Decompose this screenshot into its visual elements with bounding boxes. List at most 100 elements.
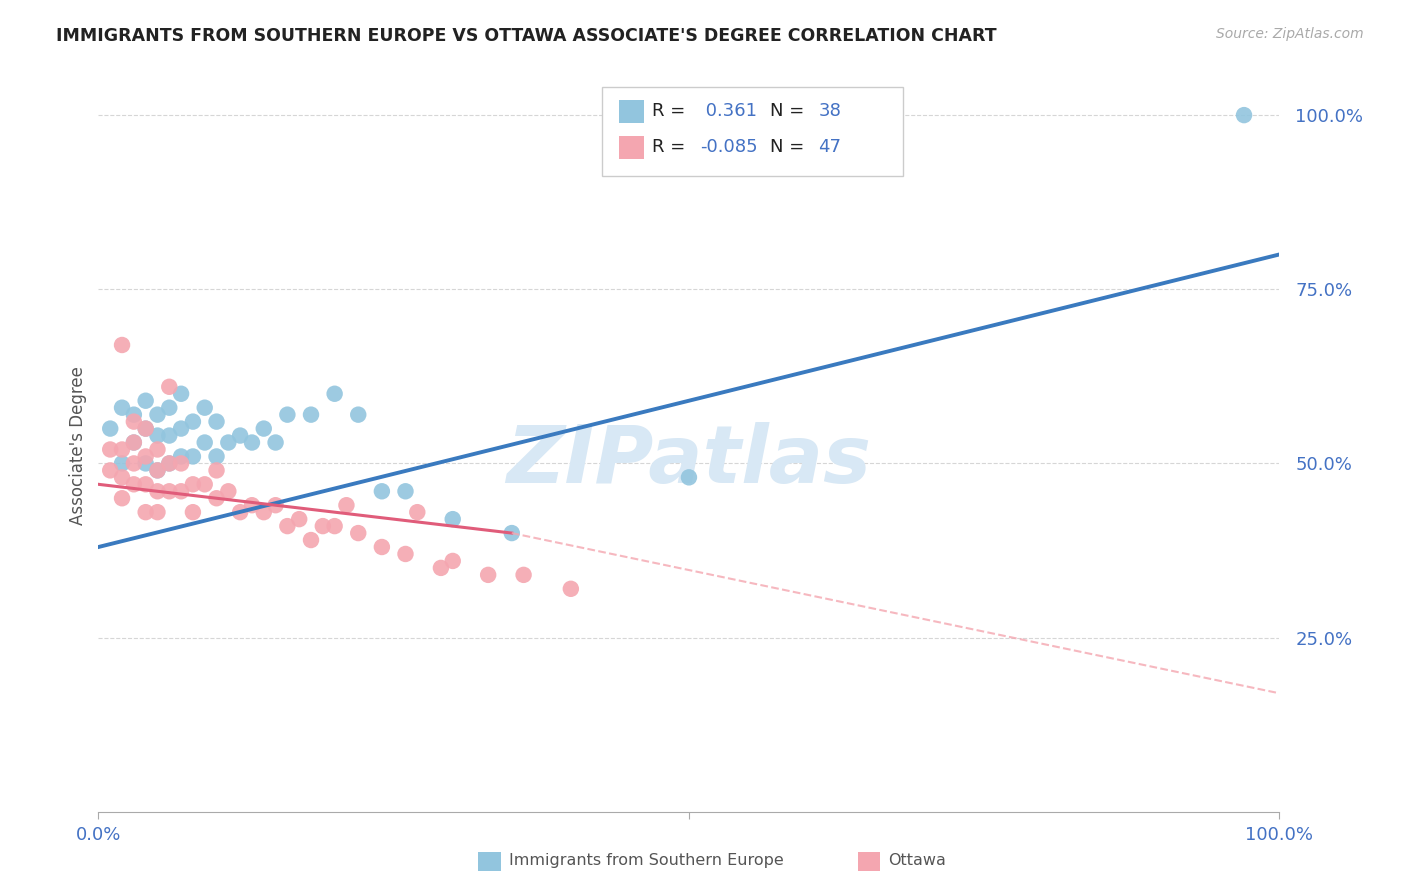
Point: [253, 421, 276, 435]
Point: [135, 457, 157, 471]
Point: [217, 435, 239, 450]
Point: [98, 442, 121, 457]
Point: [371, 540, 394, 554]
Point: [157, 457, 180, 471]
Point: [135, 393, 157, 408]
Point: [501, 526, 523, 541]
Point: [194, 435, 217, 450]
Point: [111, 470, 134, 484]
Text: 38: 38: [818, 103, 841, 120]
Point: [170, 386, 193, 401]
Point: [371, 484, 394, 499]
Point: [229, 505, 252, 519]
Point: [299, 408, 322, 422]
Point: [1233, 108, 1256, 122]
Point: [299, 533, 322, 547]
Point: [111, 401, 134, 415]
Point: [122, 457, 145, 471]
Point: [111, 457, 134, 471]
Point: [181, 450, 204, 464]
Point: [157, 380, 180, 394]
Point: [264, 498, 287, 512]
Y-axis label: Associate's Degree: Associate's Degree: [69, 367, 87, 525]
Point: [111, 491, 134, 506]
Point: [157, 401, 180, 415]
Point: [205, 463, 228, 477]
Point: [181, 477, 204, 491]
Point: [477, 567, 499, 582]
Point: [122, 477, 145, 491]
Point: [205, 491, 228, 506]
Text: 47: 47: [818, 138, 841, 156]
Point: [394, 547, 416, 561]
Point: [394, 484, 416, 499]
Point: [135, 450, 157, 464]
Point: [205, 450, 228, 464]
Point: [170, 484, 193, 499]
Text: ZIPatlas: ZIPatlas: [506, 422, 872, 500]
Point: [122, 435, 145, 450]
Point: [170, 457, 193, 471]
Point: [430, 561, 453, 575]
Point: [194, 477, 217, 491]
Point: [323, 519, 346, 533]
Point: [146, 408, 169, 422]
Point: [98, 421, 121, 435]
Point: [347, 408, 370, 422]
Point: [181, 415, 204, 429]
Point: [240, 498, 263, 512]
Point: [170, 450, 193, 464]
Text: R =: R =: [652, 138, 686, 156]
Point: [157, 484, 180, 499]
Point: [98, 463, 121, 477]
Point: [406, 505, 429, 519]
Point: [264, 435, 287, 450]
Point: [146, 463, 169, 477]
Point: [205, 415, 228, 429]
Point: [146, 505, 169, 519]
Point: [122, 415, 145, 429]
Point: [146, 484, 169, 499]
Point: [441, 554, 464, 568]
Point: [678, 470, 700, 484]
Point: [194, 401, 217, 415]
Point: [135, 421, 157, 435]
Point: [323, 386, 346, 401]
Point: [146, 463, 169, 477]
Point: [111, 338, 134, 352]
Point: [441, 512, 464, 526]
Text: Immigrants from Southern Europe: Immigrants from Southern Europe: [509, 854, 783, 868]
Point: [312, 519, 335, 533]
Point: [170, 421, 193, 435]
Point: [135, 505, 157, 519]
Point: [157, 457, 180, 471]
Text: Ottawa: Ottawa: [889, 854, 946, 868]
Point: [288, 512, 311, 526]
Point: [347, 526, 370, 541]
Point: [146, 428, 169, 442]
Point: [135, 421, 157, 435]
Point: [135, 477, 157, 491]
Point: [560, 582, 582, 596]
Text: N =: N =: [770, 138, 804, 156]
Point: [276, 408, 298, 422]
Point: [240, 435, 263, 450]
Point: [181, 505, 204, 519]
Point: [335, 498, 357, 512]
Point: [111, 442, 134, 457]
Text: R =: R =: [652, 103, 686, 120]
Point: [122, 408, 145, 422]
Point: [276, 519, 298, 533]
Text: IMMIGRANTS FROM SOUTHERN EUROPE VS OTTAWA ASSOCIATE'S DEGREE CORRELATION CHART: IMMIGRANTS FROM SOUTHERN EUROPE VS OTTAW…: [56, 27, 997, 45]
Point: [217, 484, 239, 499]
Point: [512, 567, 534, 582]
Point: [146, 442, 169, 457]
Text: -0.085: -0.085: [700, 138, 758, 156]
Text: Source: ZipAtlas.com: Source: ZipAtlas.com: [1216, 27, 1364, 41]
Point: [229, 428, 252, 442]
Point: [122, 435, 145, 450]
Point: [157, 428, 180, 442]
Point: [253, 505, 276, 519]
Text: 0.361: 0.361: [700, 103, 758, 120]
Text: N =: N =: [770, 103, 804, 120]
